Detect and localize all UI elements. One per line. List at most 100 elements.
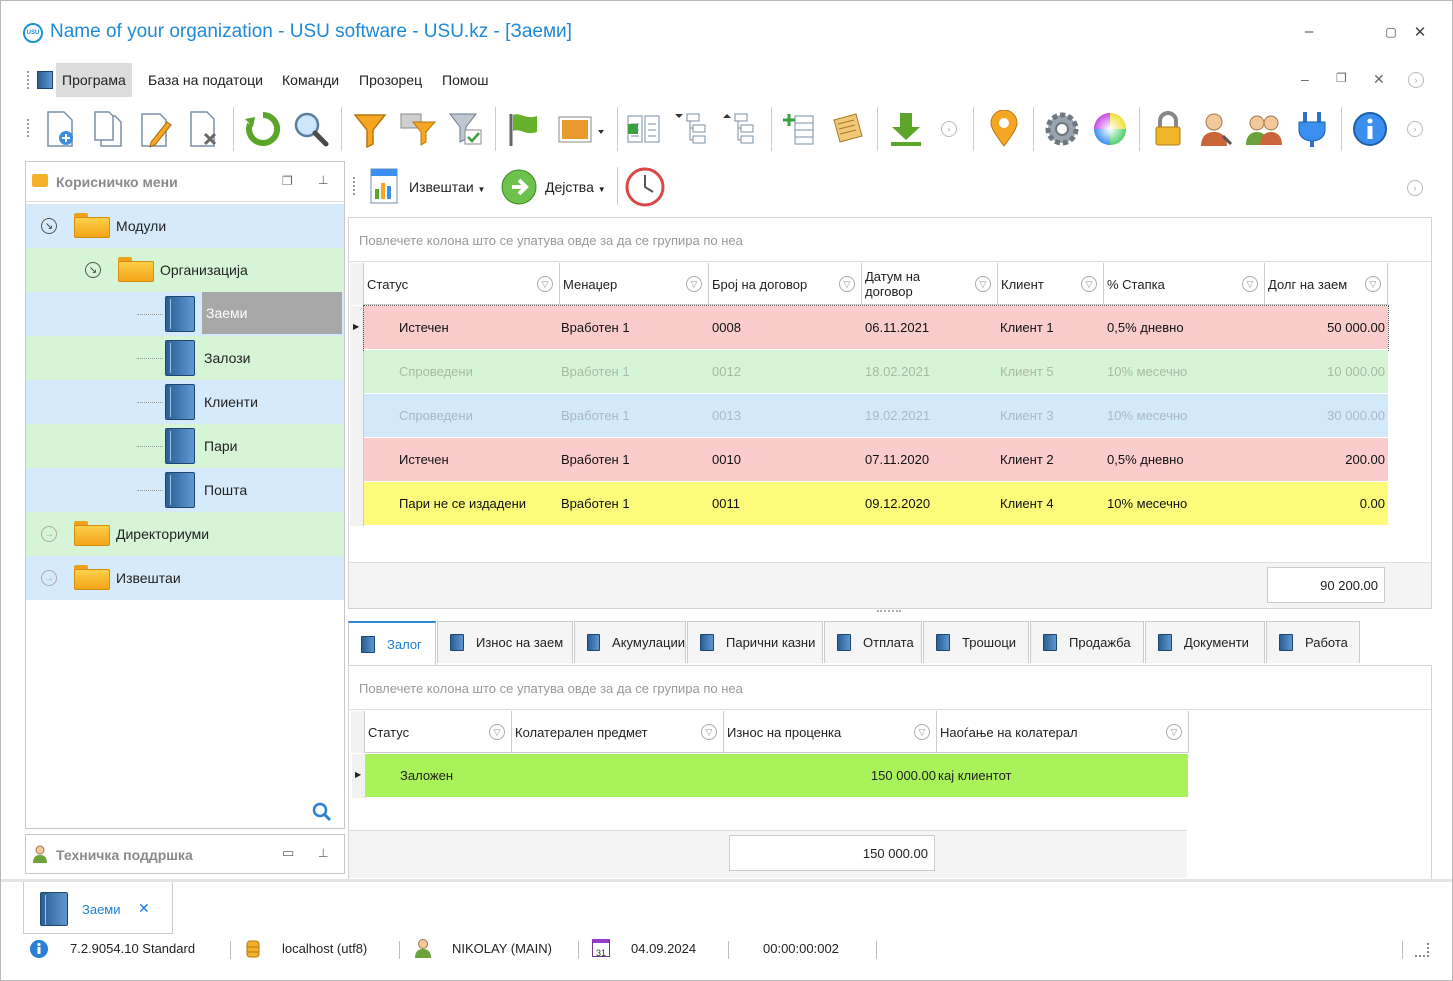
- maximize-button[interactable]: ▢: [1385, 25, 1397, 39]
- tech-support-panel[interactable]: Техничка поддршка ▭ ⊥: [25, 834, 345, 874]
- tree-item-loans[interactable]: Заеми: [26, 292, 344, 336]
- mdi-close-button[interactable]: ✕: [1373, 71, 1385, 87]
- doc-tab-close-icon[interactable]: ✕: [138, 900, 150, 916]
- plugin-icon[interactable]: [1291, 107, 1333, 151]
- clock-icon[interactable]: [625, 167, 665, 210]
- col-rate[interactable]: % Стапка ▽: [1104, 263, 1265, 305]
- filter-icon[interactable]: ▽: [686, 276, 702, 292]
- col-client[interactable]: Клиент ▽: [998, 263, 1104, 305]
- refresh-icon[interactable]: [242, 107, 284, 151]
- col-valuation[interactable]: Износ на проценка ▽: [724, 711, 937, 753]
- add-row-icon[interactable]: [779, 107, 821, 151]
- splitter-handle[interactable]: [877, 610, 901, 614]
- resize-grip-icon[interactable]: [1415, 943, 1429, 957]
- col-debt[interactable]: Долг на заем ▽: [1265, 263, 1388, 305]
- menu-database[interactable]: База на податоци: [148, 72, 263, 88]
- tree-item-organization[interactable]: ↘ Организација: [26, 248, 344, 292]
- mdi-minimize-button[interactable]: –: [1301, 71, 1309, 87]
- tab-7[interactable]: Документи: [1145, 621, 1265, 663]
- tree-item-pledges[interactable]: Залози: [26, 336, 344, 380]
- table-row[interactable]: Спроведени Вработен 1 0012 18.02.2021 Клиент…: [364, 350, 1388, 394]
- menu-help[interactable]: Помош: [442, 72, 489, 88]
- menu-window[interactable]: Прозорец: [359, 72, 423, 88]
- tab-1[interactable]: Износ на заем: [437, 621, 573, 663]
- filter-check-icon[interactable]: [445, 107, 487, 151]
- collapse-icon[interactable]: ↘: [41, 218, 57, 234]
- tree-item-clients[interactable]: Клиенти: [26, 380, 344, 424]
- tab-8[interactable]: Работа: [1266, 621, 1360, 663]
- col-location[interactable]: Наоѓање на колатерал ▽: [937, 711, 1189, 753]
- col-manager[interactable]: Менаџер ▽: [560, 263, 709, 305]
- col-pledge-status[interactable]: Статус ▽: [365, 711, 512, 753]
- search-icon[interactable]: [290, 107, 332, 151]
- table-row[interactable]: Истечен Вработен 1 0010 07.11.2020 Клиент 2 0…: [364, 438, 1388, 482]
- panel-search-icon[interactable]: [312, 802, 332, 825]
- col-contract[interactable]: Број на договор ▽: [709, 263, 862, 305]
- new-record-icon[interactable]: [39, 107, 81, 151]
- filter-icon[interactable]: ▽: [489, 724, 505, 740]
- tab-6[interactable]: Продажба: [1030, 621, 1144, 663]
- mdi-restore-button[interactable]: ❐: [1336, 71, 1347, 85]
- actions-dropdown[interactable]: Дејства ▼: [545, 179, 606, 195]
- panel-pin-icon[interactable]: ⊥: [318, 846, 329, 860]
- toolbar-overflow-icon[interactable]: ›: [941, 121, 957, 137]
- filter-icon[interactable]: ▽: [1242, 276, 1258, 292]
- table-row[interactable]: Истечен Вработен 1 0008 06.11.2021 Клиент 1 0…: [363, 305, 1389, 351]
- tree-item-reports[interactable]: → Извештаи: [26, 556, 344, 600]
- tree-item-modules[interactable]: ↘ Модули: [26, 204, 344, 248]
- menu-commands[interactable]: Команди: [282, 72, 340, 88]
- image-dropdown-icon[interactable]: [553, 107, 609, 151]
- close-button[interactable]: ✕: [1413, 24, 1427, 41]
- filter-icon[interactable]: ▽: [914, 724, 930, 740]
- expand-icon[interactable]: →: [41, 570, 57, 586]
- notes-icon[interactable]: [827, 107, 869, 151]
- tab-0[interactable]: Залог: [348, 621, 436, 665]
- tree-item-money[interactable]: Пари: [26, 424, 344, 468]
- subtoolbar-overflow-icon[interactable]: ›: [1407, 180, 1423, 196]
- filter-icon[interactable]: ▽: [975, 276, 991, 292]
- minimize-button[interactable]: –: [1304, 23, 1314, 40]
- filter-icon[interactable]: ▽: [1166, 724, 1182, 740]
- tree-expand-icon[interactable]: [671, 107, 713, 151]
- add-column-icon[interactable]: [623, 107, 665, 151]
- menu-program[interactable]: Програма: [56, 63, 132, 97]
- filter-icon[interactable]: ▽: [537, 276, 553, 292]
- tab-3[interactable]: Парични казни: [687, 621, 823, 663]
- color-wheel-icon[interactable]: [1089, 107, 1131, 151]
- filter-apply-icon[interactable]: [397, 107, 439, 151]
- filter-icon[interactable]: ▽: [701, 724, 717, 740]
- tab-4[interactable]: Отплата: [824, 621, 922, 663]
- panel-pin-icon[interactable]: ⊥: [318, 173, 329, 187]
- col-date[interactable]: Датум на договор ▽: [862, 263, 998, 305]
- map-pin-icon[interactable]: [983, 107, 1025, 151]
- filter-icon[interactable]: ▽: [1365, 276, 1381, 292]
- lock-icon[interactable]: [1147, 107, 1189, 151]
- panel-minimize-button[interactable]: ▭: [282, 845, 295, 860]
- tree-item-mail[interactable]: Пошта: [26, 468, 344, 512]
- tab-2[interactable]: Акумулации: [574, 621, 686, 663]
- collapse-icon[interactable]: ↘: [85, 262, 101, 278]
- doc-tab-loans[interactable]: Заеми ✕: [23, 882, 173, 934]
- info-icon[interactable]: [1349, 107, 1391, 151]
- tab-5[interactable]: Трошоци: [923, 621, 1029, 663]
- flag-icon[interactable]: [503, 107, 545, 151]
- download-icon[interactable]: [885, 107, 927, 151]
- filter-icon[interactable]: [349, 107, 391, 151]
- table-row[interactable]: Заложен 150 000.00 кај клиентот: [366, 754, 1188, 798]
- delete-record-icon[interactable]: [183, 107, 225, 151]
- menu-overflow-icon[interactable]: ›: [1408, 72, 1424, 88]
- toolbar-overflow-icon-2[interactable]: ›: [1407, 121, 1423, 137]
- tree-item-directories[interactable]: → Директориуми: [26, 512, 344, 556]
- expand-icon[interactable]: →: [41, 526, 57, 542]
- settings-gear-icon[interactable]: [1041, 107, 1083, 151]
- col-status[interactable]: Статус ▽: [364, 263, 560, 305]
- filter-icon[interactable]: ▽: [1081, 276, 1097, 292]
- table-row[interactable]: Пари не се издадени Вработен 1 0011 09.12.2…: [364, 482, 1388, 526]
- users-group-icon[interactable]: [1243, 107, 1285, 151]
- tree-collapse-icon[interactable]: [719, 107, 761, 151]
- col-collateral-item[interactable]: Колатерален предмет ▽: [512, 711, 724, 753]
- user-icon[interactable]: [1195, 107, 1237, 151]
- reports-dropdown[interactable]: Извештаи ▼: [409, 179, 486, 195]
- filter-icon[interactable]: ▽: [839, 276, 855, 292]
- table-row[interactable]: Спроведени Вработен 1 0013 19.02.2021 Клиент…: [364, 394, 1388, 438]
